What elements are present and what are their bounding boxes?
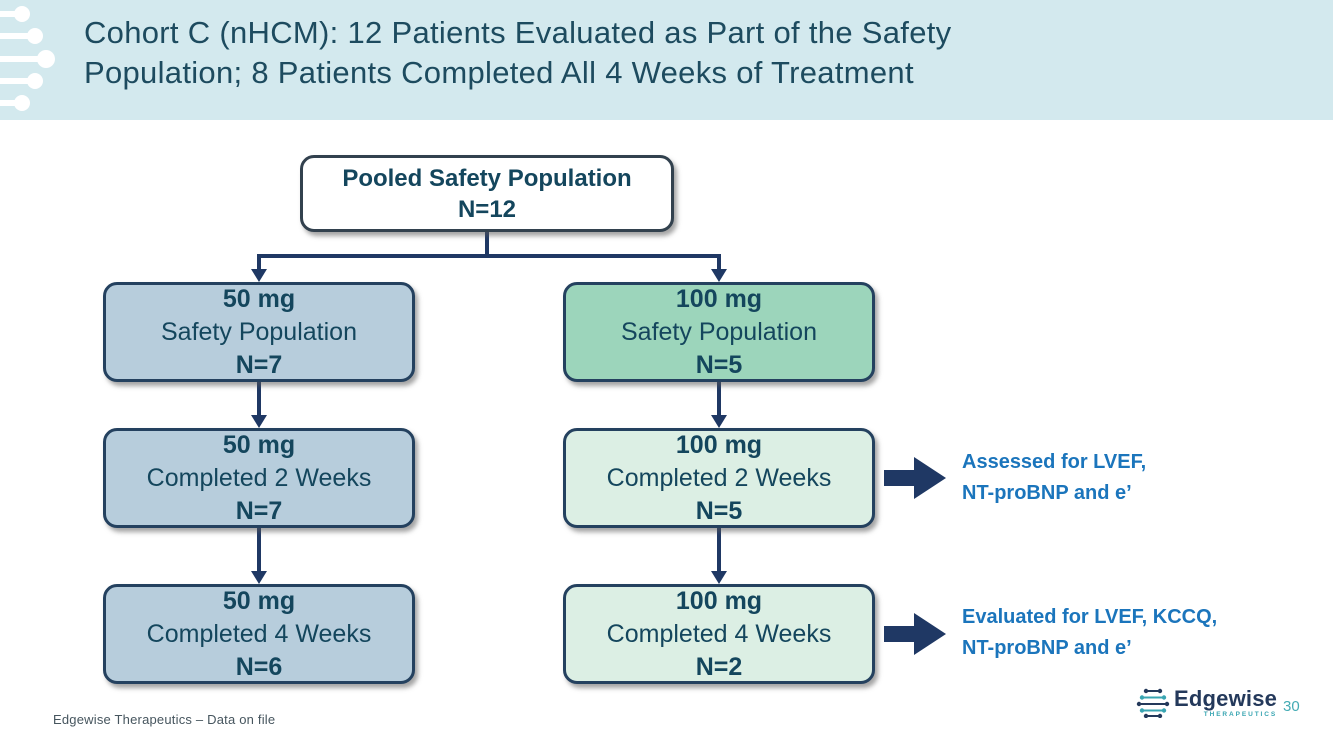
footnote: Edgewise Therapeutics – Data on file (53, 712, 276, 727)
root-box-title: Pooled Safety Population (342, 164, 632, 192)
page-title-line1: Cohort C (nHCM): 12 Patients Evaluated a… (84, 15, 952, 50)
left-box-completed-2-weeks: 50 mg Completed 2 Weeks N=7 (103, 428, 415, 528)
annotation-line: Assessed for LVEF, (962, 451, 1147, 473)
box-label: Safety Population (161, 317, 357, 346)
page-title-line2: Population; 8 Patients Completed All 4 W… (84, 55, 914, 90)
edgewise-logo: Edgewise THERAPEUTICS (1136, 688, 1277, 718)
block-arrows (884, 457, 946, 655)
box-label: Completed 2 Weeks (606, 463, 832, 492)
annotation-assessed: Assessed for LVEF, NT-proBNP and e’ (962, 447, 1146, 509)
box-dose: 100 mg (675, 284, 763, 313)
annotation-evaluated: Evaluated for LVEF, KCCQ, NT-proBNP and … (962, 602, 1217, 664)
logo-name: Edgewise (1174, 686, 1278, 711)
left-box-safety-population: 50 mg Safety Population N=7 (103, 282, 415, 382)
annotation-line: NT-proBNP and e’ (962, 482, 1132, 504)
box-n: N=5 (695, 496, 743, 525)
page-title: Cohort C (nHCM): 12 Patients Evaluated a… (84, 13, 951, 93)
box-label: Completed 4 Weeks (146, 619, 372, 648)
box-n: N=2 (695, 652, 743, 681)
annotation-line: NT-proBNP and e’ (962, 637, 1132, 659)
evaluated-arrow-icon (884, 613, 946, 655)
box-n: N=5 (695, 350, 743, 379)
dna-decoration-icon (0, 6, 55, 111)
box-n: N=7 (235, 496, 283, 525)
box-dose: 100 mg (675, 430, 763, 459)
right-box-completed-2-weeks: 100 mg Completed 2 Weeks N=5 (563, 428, 875, 528)
right-box-safety-population: 100 mg Safety Population N=5 (563, 282, 875, 382)
edgewise-logo-icon (1136, 688, 1170, 718)
box-dose: 100 mg (675, 586, 763, 615)
left-box-completed-4-weeks: 50 mg Completed 4 Weeks N=6 (103, 584, 415, 684)
box-n: N=7 (235, 350, 283, 379)
annotation-line: Evaluated for LVEF, KCCQ, (962, 606, 1218, 628)
box-n: N=6 (235, 652, 283, 681)
box-label: Completed 4 Weeks (606, 619, 832, 648)
assessed-arrow-icon (884, 457, 946, 499)
logo-subtitle: THERAPEUTICS (1203, 711, 1278, 718)
box-dose: 50 mg (222, 284, 296, 313)
box-label: Safety Population (621, 317, 817, 346)
box-dose: 50 mg (222, 586, 296, 615)
box-dose: 50 mg (222, 430, 296, 459)
root-box-pooled-safety: Pooled Safety Population N=12 (300, 155, 674, 232)
root-box-n: N=12 (457, 195, 517, 223)
page-number: 30 (1283, 698, 1300, 715)
box-label: Completed 2 Weeks (146, 463, 372, 492)
right-box-completed-4-weeks: 100 mg Completed 4 Weeks N=2 (563, 584, 875, 684)
title-banner: Cohort C (nHCM): 12 Patients Evaluated a… (0, 0, 1333, 120)
